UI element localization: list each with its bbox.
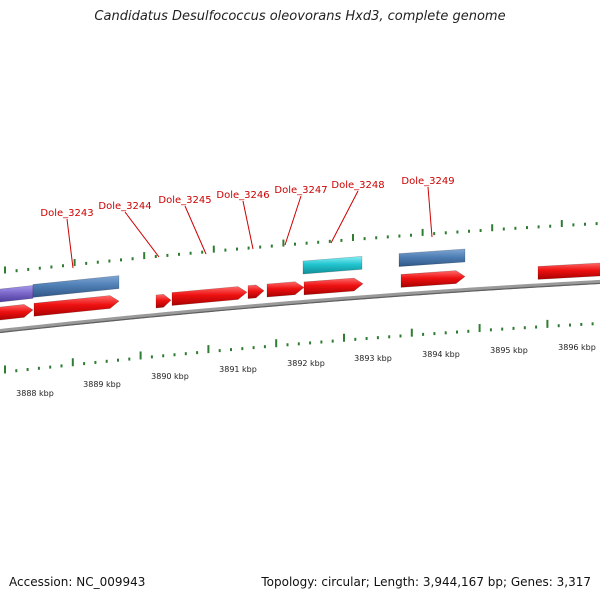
cds-arrow — [171, 286, 248, 306]
gene-label: Dole_3245 — [158, 195, 211, 206]
cds-arrow — [537, 262, 600, 280]
cds-arrow — [155, 293, 172, 309]
gene-label: Dole_3249 — [401, 176, 454, 187]
scale-label: 3893 kbp — [354, 354, 392, 363]
cds-arrow — [303, 277, 364, 296]
feature-blue — [32, 275, 120, 298]
cds-arrow — [33, 295, 120, 317]
scale-label: 3891 kbp — [219, 365, 257, 374]
gene-label: Dole_3246 — [216, 190, 269, 201]
cds-arrow — [266, 281, 305, 298]
feature-blue — [398, 248, 466, 267]
gene-label-leader — [184, 205, 207, 255]
genome-backbone — [0, 279, 600, 333]
scale-label: 3889 kbp — [83, 380, 121, 389]
scale-label: 3895 kbp — [490, 346, 528, 355]
gene-label-leader — [124, 211, 160, 258]
gene-label-leader — [66, 218, 74, 269]
cds-arrow — [400, 270, 466, 288]
gene-label: Dole_3247 — [274, 185, 327, 196]
genome-backbone-shadow — [0, 282, 600, 334]
gene-label-leader — [242, 200, 254, 250]
gene-label: Dole_3243 — [40, 208, 93, 219]
scale-label: 3892 kbp — [287, 359, 325, 368]
cds-arrow — [247, 284, 265, 299]
map-title: Candidatus Desulfococcus oleovorans Hxd3… — [94, 9, 506, 24]
genome-summary-text: Topology: circular; Length: 3,944,167 bp… — [261, 575, 591, 589]
gene-label: Dole_3244 — [98, 201, 151, 212]
scale-label: 3896 kbp — [558, 343, 596, 352]
cds-arrow — [0, 304, 34, 321]
gene-label: Dole_3248 — [331, 180, 384, 191]
feature-cyan — [302, 255, 363, 275]
accession-text: Accession: NC_009943 — [9, 575, 146, 589]
gene-label-leader — [427, 186, 433, 238]
scale-label: 3890 kbp — [151, 372, 189, 381]
gene-label-leader — [284, 195, 302, 246]
scale-label: 3894 kbp — [422, 350, 460, 359]
scale-label: 3888 kbp — [16, 389, 54, 398]
gene-label-leader — [330, 190, 359, 244]
feature-purple — [0, 285, 34, 303]
